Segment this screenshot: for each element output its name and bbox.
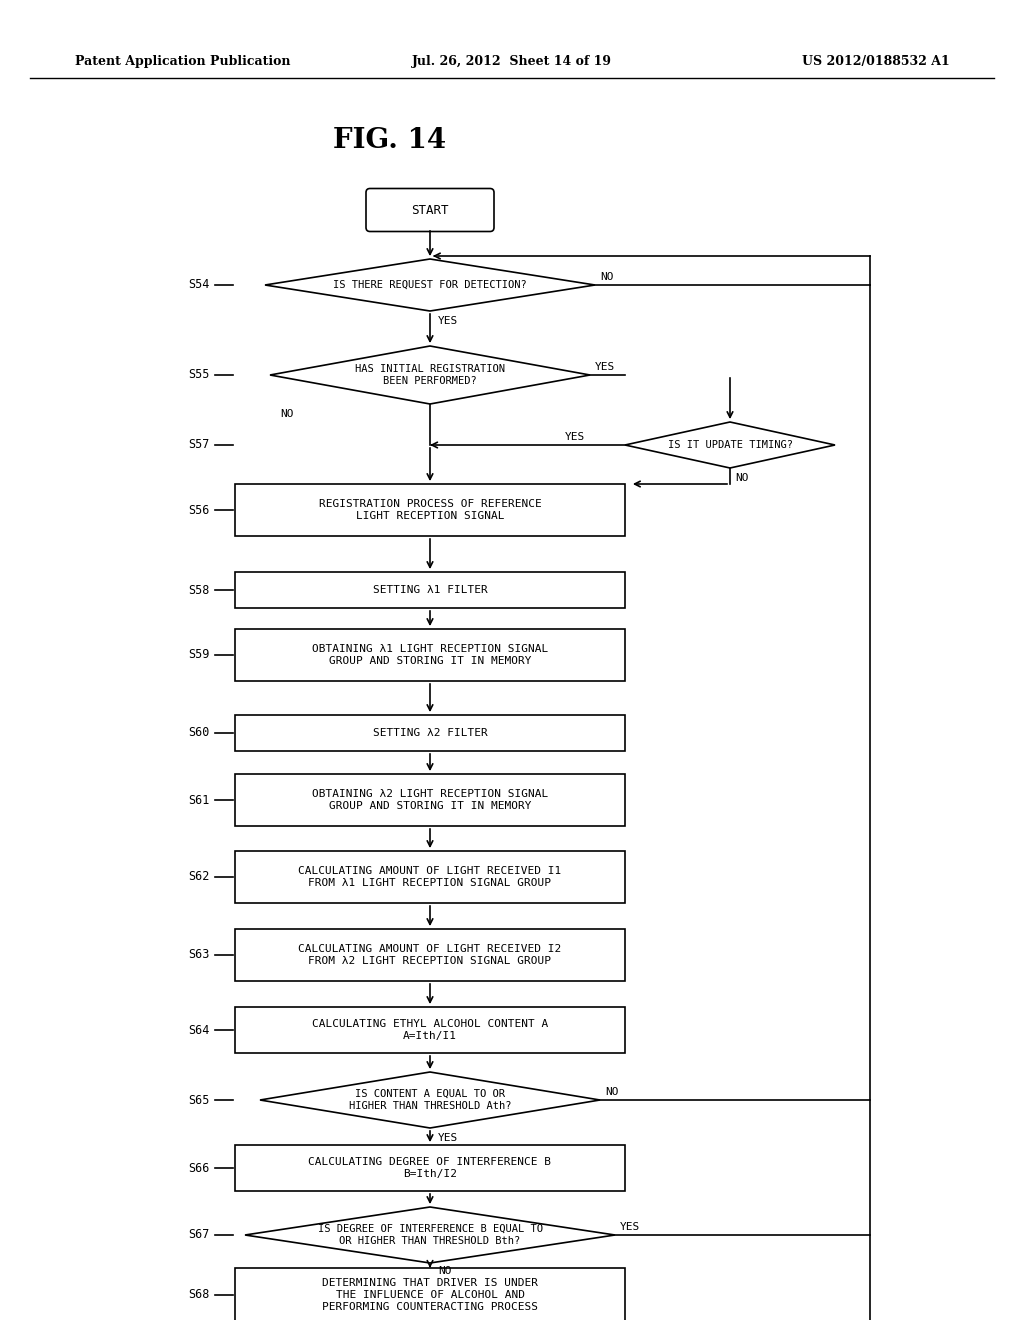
Text: CALCULATING ETHYL ALCOHOL CONTENT A
A=Ith/I1: CALCULATING ETHYL ALCOHOL CONTENT A A=It… bbox=[312, 1019, 548, 1040]
Text: NO: NO bbox=[438, 1266, 452, 1276]
Text: S57: S57 bbox=[188, 438, 210, 451]
Polygon shape bbox=[270, 346, 590, 404]
Text: NO: NO bbox=[735, 473, 749, 483]
Bar bbox=[234, 484, 625, 536]
Bar bbox=[234, 630, 625, 681]
Text: START: START bbox=[412, 203, 449, 216]
Text: CALCULATING AMOUNT OF LIGHT RECEIVED I2
FROM λ2 LIGHT RECEPTION SIGNAL GROUP: CALCULATING AMOUNT OF LIGHT RECEIVED I2 … bbox=[298, 944, 561, 966]
Text: US 2012/0188532 A1: US 2012/0188532 A1 bbox=[802, 55, 950, 69]
Text: S65: S65 bbox=[188, 1093, 210, 1106]
Text: CALCULATING DEGREE OF INTERFERENCE B
B=Ith/I2: CALCULATING DEGREE OF INTERFERENCE B B=I… bbox=[308, 1158, 552, 1179]
Polygon shape bbox=[625, 422, 835, 469]
Text: IS DEGREE OF INTERFERENCE B EQUAL TO
OR HIGHER THAN THRESHOLD Bth?: IS DEGREE OF INTERFERENCE B EQUAL TO OR … bbox=[317, 1224, 543, 1246]
Text: IS THERE REQUEST FOR DETECTION?: IS THERE REQUEST FOR DETECTION? bbox=[333, 280, 527, 290]
Text: NO: NO bbox=[280, 409, 294, 418]
Polygon shape bbox=[265, 259, 595, 312]
Bar bbox=[234, 1144, 625, 1191]
Polygon shape bbox=[245, 1206, 615, 1263]
Text: CALCULATING AMOUNT OF LIGHT RECEIVED I1
FROM λ1 LIGHT RECEPTION SIGNAL GROUP: CALCULATING AMOUNT OF LIGHT RECEIVED I1 … bbox=[298, 866, 561, 888]
Text: YES: YES bbox=[438, 315, 459, 326]
Text: IS CONTENT A EQUAL TO OR
HIGHER THAN THRESHOLD Ath?: IS CONTENT A EQUAL TO OR HIGHER THAN THR… bbox=[349, 1089, 511, 1111]
Text: YES: YES bbox=[620, 1222, 640, 1232]
Bar bbox=[234, 774, 625, 826]
Text: YES: YES bbox=[595, 362, 615, 372]
Text: S66: S66 bbox=[188, 1162, 210, 1175]
Text: SETTING λ2 FILTER: SETTING λ2 FILTER bbox=[373, 729, 487, 738]
Text: HAS INITIAL REGISTRATION
BEEN PERFORMED?: HAS INITIAL REGISTRATION BEEN PERFORMED? bbox=[355, 364, 505, 385]
Text: Patent Application Publication: Patent Application Publication bbox=[75, 55, 291, 69]
Text: S68: S68 bbox=[188, 1288, 210, 1302]
Text: S61: S61 bbox=[188, 793, 210, 807]
Text: S54: S54 bbox=[188, 279, 210, 292]
Text: REGISTRATION PROCESS OF REFERENCE
LIGHT RECEPTION SIGNAL: REGISTRATION PROCESS OF REFERENCE LIGHT … bbox=[318, 499, 542, 521]
Text: S60: S60 bbox=[188, 726, 210, 739]
Bar bbox=[234, 929, 625, 981]
Bar bbox=[234, 1007, 625, 1053]
Bar bbox=[234, 851, 625, 903]
Text: DETERMINING THAT DRIVER IS UNDER
THE INFLUENCE OF ALCOHOL AND
PERFORMING COUNTER: DETERMINING THAT DRIVER IS UNDER THE INF… bbox=[322, 1278, 538, 1312]
Polygon shape bbox=[260, 1072, 600, 1129]
Text: S63: S63 bbox=[188, 949, 210, 961]
Text: IS IT UPDATE TIMING?: IS IT UPDATE TIMING? bbox=[668, 440, 793, 450]
Text: S64: S64 bbox=[188, 1023, 210, 1036]
Text: NO: NO bbox=[600, 272, 613, 282]
Text: Jul. 26, 2012  Sheet 14 of 19: Jul. 26, 2012 Sheet 14 of 19 bbox=[412, 55, 612, 69]
Text: S67: S67 bbox=[188, 1229, 210, 1242]
Text: OBTAINING λ2 LIGHT RECEPTION SIGNAL
GROUP AND STORING IT IN MEMORY: OBTAINING λ2 LIGHT RECEPTION SIGNAL GROU… bbox=[312, 789, 548, 810]
Text: S62: S62 bbox=[188, 870, 210, 883]
Bar bbox=[234, 1267, 625, 1320]
Text: NO: NO bbox=[605, 1086, 618, 1097]
Bar bbox=[234, 715, 625, 751]
Text: S56: S56 bbox=[188, 503, 210, 516]
FancyBboxPatch shape bbox=[366, 189, 494, 231]
Text: YES: YES bbox=[565, 432, 585, 442]
Text: S59: S59 bbox=[188, 648, 210, 661]
Text: S58: S58 bbox=[188, 583, 210, 597]
Text: FIG. 14: FIG. 14 bbox=[334, 127, 446, 153]
Text: YES: YES bbox=[438, 1133, 459, 1143]
Text: S55: S55 bbox=[188, 368, 210, 381]
Text: SETTING λ1 FILTER: SETTING λ1 FILTER bbox=[373, 585, 487, 595]
Bar bbox=[234, 572, 625, 609]
Text: OBTAINING λ1 LIGHT RECEPTION SIGNAL
GROUP AND STORING IT IN MEMORY: OBTAINING λ1 LIGHT RECEPTION SIGNAL GROU… bbox=[312, 644, 548, 665]
